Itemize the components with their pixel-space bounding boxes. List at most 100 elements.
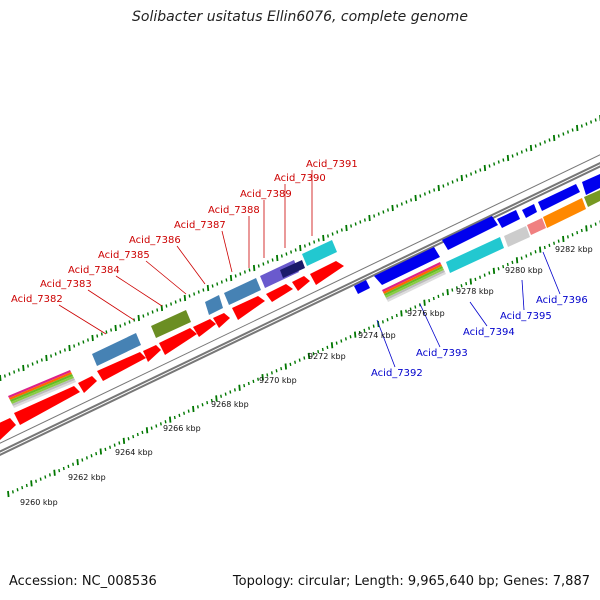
tick-mark [164,420,167,424]
gene-label-upper[interactable]: Acid_7383 [40,279,92,290]
tick-mark [353,331,357,338]
tick-mark [229,390,232,394]
tick-mark [100,332,103,336]
tick-mark [511,260,514,265]
gene-label-lower[interactable]: Acid_7392 [371,368,423,379]
tick-mark [451,180,454,184]
tick-mark [539,142,542,146]
gene-arrow[interactable] [232,296,265,320]
gene-arrow[interactable] [97,352,146,381]
gene-label-lower[interactable]: Acid_7394 [463,327,515,338]
tick-mark [525,148,528,152]
tick-mark [44,475,47,479]
gene-arrow[interactable] [78,376,97,393]
gene-arrow[interactable] [354,280,370,294]
gene-arrow[interactable] [193,319,216,337]
tick-mark [488,164,491,168]
gene-arrow[interactable] [266,284,293,302]
tick-mark [447,182,449,186]
tick-mark [317,238,320,242]
tick-mark [261,374,264,381]
gene-arrow[interactable] [302,240,337,266]
gene-label-upper[interactable]: Acid_7384 [68,265,120,276]
tick-mark [90,454,93,458]
gene-arrow[interactable] [280,260,305,278]
tick-mark [243,270,246,274]
tick-mark [543,140,546,144]
tick-mark [155,424,158,428]
tick-mark [529,144,533,152]
tick-mark [72,462,75,466]
gene-arrow[interactable] [582,174,600,195]
gene-label-lower[interactable]: Acid_7395 [500,311,552,322]
tick-mark [127,437,130,441]
gene-arrow[interactable] [538,184,580,211]
genome-backbone [0,154,600,456]
tick-mark [275,369,278,373]
tick-mark [193,292,196,296]
gene-label-lower[interactable]: Acid_7393 [416,348,468,359]
gene-arrow[interactable] [374,247,440,285]
gene-label-upper[interactable]: Acid_7387 [174,220,226,231]
gene-arrow[interactable] [205,295,223,315]
tick-mark [257,377,260,381]
upper-gene-labels: Acid_7382 Acid_7383 Acid_7384 Acid_7385 Acid… [11,159,358,305]
tick-mark [506,262,509,267]
gene-arrow[interactable] [224,278,261,305]
tick-mark [229,274,233,282]
gene-arrow[interactable] [213,313,230,328]
gene-label-upper[interactable]: Acid_7390 [274,173,326,184]
tick-mark [326,345,329,350]
tick-mark [119,324,122,328]
gene-arrow[interactable] [0,418,16,440]
gene-arrow[interactable] [522,204,537,218]
gene-arrow[interactable] [292,276,310,291]
gene-arrow[interactable] [497,210,520,228]
tick-mark [479,168,482,172]
tick-mark [405,200,408,204]
tick-mark [442,292,445,296]
tick-mark [267,260,269,264]
tick-mark [395,313,398,318]
scale-label: 9268 kbp [211,400,249,409]
gene-label-upper[interactable]: Acid_7385 [98,250,150,261]
gene-label-lower[interactable]: Acid_7396 [536,295,588,306]
tick-mark [520,256,523,260]
gene-label-upper[interactable]: Acid_7382 [11,294,63,305]
tick-mark [363,218,366,222]
tick-mark [216,282,219,286]
tick-mark [308,242,311,246]
gene-label-upper[interactable]: Acid_7391 [306,159,358,170]
tick-mark [201,403,204,407]
gene-arrow[interactable] [151,310,191,338]
gene-arrow[interactable] [159,328,197,355]
tick-mark [474,170,477,174]
tick-mark [562,132,565,136]
tick-mark [225,278,228,282]
gene-arrow[interactable] [442,216,498,250]
gene-arrow[interactable] [310,261,344,285]
gene-arrow[interactable] [92,333,141,366]
tick-mark [123,322,126,326]
scale-label: 9278 kbp [456,287,494,296]
gene-label-upper[interactable]: Acid_7389 [240,189,292,200]
gene-arrow[interactable] [504,226,530,247]
gene-arrow[interactable] [143,345,161,362]
gene-label-upper[interactable]: Acid_7388 [208,205,260,216]
gene-arrow[interactable] [527,218,546,235]
gene-arrow[interactable] [543,198,586,228]
gene-arrow[interactable] [446,237,504,273]
tick-mark [331,232,334,236]
gene-arrow[interactable] [14,386,80,425]
gene-arrow[interactable] [584,190,600,207]
striped-gene[interactable] [8,370,76,408]
tick-mark [391,204,394,212]
gene-label-upper[interactable]: Acid_7386 [129,235,181,246]
label-connector [176,245,206,285]
tick-mark [156,308,159,312]
tick-mark [25,483,28,488]
striped-gene[interactable] [382,262,446,302]
tick-mark [317,349,320,354]
tick-mark [534,250,537,254]
